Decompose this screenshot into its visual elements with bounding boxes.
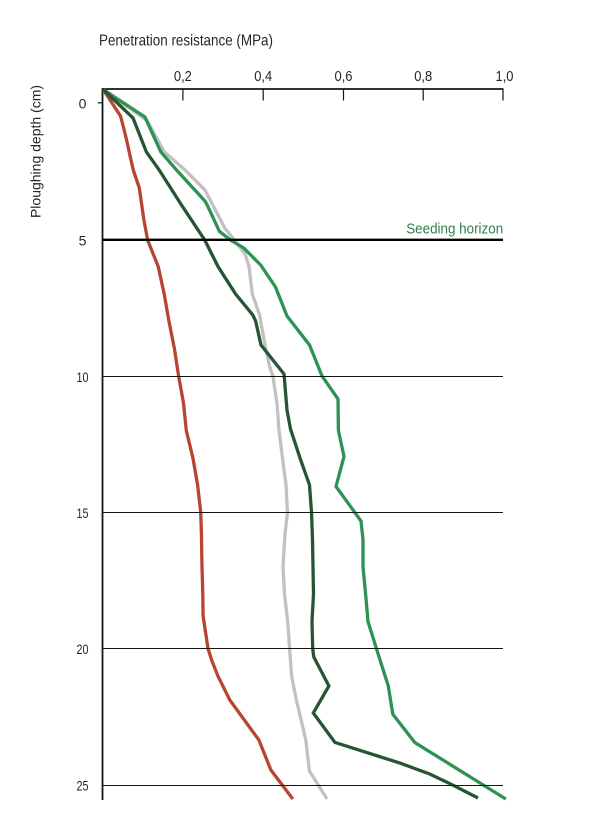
svg-text:Seeding horizon: Seeding horizon — [406, 221, 503, 237]
svg-text:25: 25 — [77, 778, 89, 794]
svg-text:15: 15 — [77, 505, 89, 521]
svg-text:0,6: 0,6 — [335, 69, 353, 85]
svg-text:1,0: 1,0 — [496, 69, 514, 85]
svg-text:0,8: 0,8 — [414, 69, 432, 85]
svg-text:0,4: 0,4 — [254, 69, 272, 85]
svg-text:Ploughing depth (cm): Ploughing depth (cm) — [28, 85, 44, 218]
svg-text:0: 0 — [79, 96, 87, 112]
svg-text:20: 20 — [77, 641, 89, 657]
svg-text:5: 5 — [79, 232, 87, 248]
svg-text:Penetration resistance (MPa): Penetration resistance (MPa) — [99, 32, 273, 49]
svg-text:10: 10 — [77, 369, 89, 385]
svg-text:0,2: 0,2 — [174, 69, 192, 85]
